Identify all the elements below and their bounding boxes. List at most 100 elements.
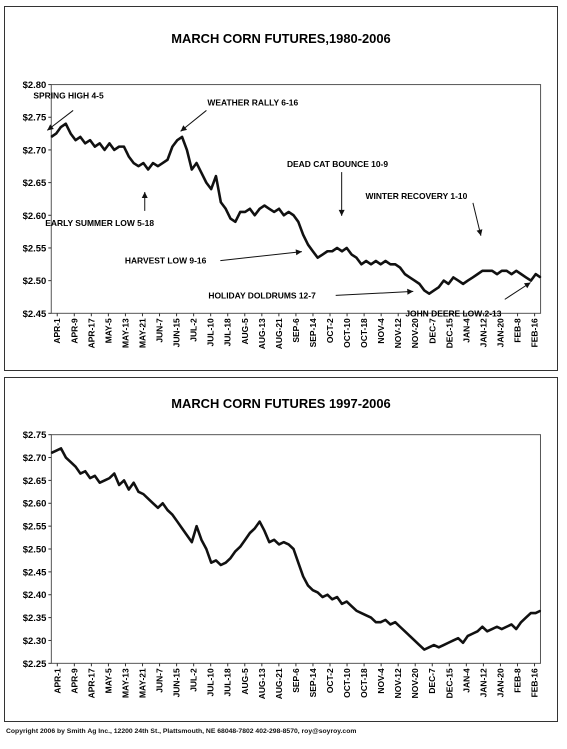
data-point (336, 596, 338, 598)
data-point (186, 534, 188, 536)
data-point (123, 146, 125, 148)
data-point (229, 557, 232, 559)
annotation-arrow (220, 251, 302, 262)
y-tick-label: $2.80 (23, 80, 47, 91)
data-point (467, 280, 469, 282)
data-point (176, 520, 178, 523)
data-point (283, 214, 285, 216)
data-point (133, 482, 135, 484)
data-point (457, 637, 459, 639)
data-point (510, 623, 513, 626)
data-point (399, 266, 401, 269)
y-tick-label: $2.55 (23, 522, 47, 533)
data-point (331, 250, 333, 252)
data-point (409, 276, 411, 278)
annotation-label: WEATHER RALLY 6-16 (207, 97, 298, 107)
data-point (409, 635, 411, 637)
data-point (351, 605, 353, 607)
data-point (302, 234, 304, 236)
x-tick-label: JUL-2 (189, 318, 199, 342)
data-point (375, 260, 377, 262)
data-point (486, 630, 488, 632)
y-tick-label: $2.45 (23, 309, 47, 320)
data-point (302, 575, 304, 578)
x-tick-label: NOV-4 (376, 668, 386, 694)
chart-panel-bottom: MARCH CORN FUTURES 1997-2006 $2.25 $2.30 $2… (4, 377, 558, 722)
data-point (181, 136, 183, 138)
data-point (351, 253, 353, 256)
data-point (137, 491, 140, 493)
y-tick-label: $2.35 (23, 613, 47, 624)
x-tick-label: MAY-5 (103, 318, 113, 343)
data-point (447, 642, 450, 644)
x-tick-label: APR-9 (69, 668, 79, 694)
data-point (147, 498, 149, 500)
data-point (166, 159, 169, 161)
series-line (50, 122, 542, 296)
data-point (200, 172, 203, 174)
chart-title: MARCH CORN FUTURES 1997-2006 (171, 396, 390, 411)
x-tick-label: OCT-10 (342, 668, 352, 698)
data-point (84, 142, 86, 144)
data-point (292, 548, 295, 550)
data-point (104, 479, 106, 481)
data-point (462, 642, 464, 644)
data-point (360, 612, 362, 614)
annotation-label: WINTER RECOVERY 1-10 (366, 191, 468, 201)
x-tick-label: JAN-12 (478, 318, 488, 347)
data-point (515, 270, 517, 272)
data-point (447, 283, 450, 285)
annotation-arrowhead (523, 282, 531, 289)
y-tick-label: $2.70 (23, 145, 47, 156)
x-tick-label: JUN-15 (172, 318, 182, 347)
data-point (196, 162, 198, 164)
data-point (181, 527, 183, 530)
data-point (525, 276, 527, 278)
annotation-arrowhead (476, 229, 483, 236)
annotation-label: SPRING HIGH 4-5 (33, 90, 104, 100)
data-point (220, 201, 222, 203)
data-point (355, 610, 358, 612)
data-point (496, 626, 498, 628)
data-point (84, 470, 86, 472)
data-point (423, 289, 425, 292)
data-point (472, 276, 474, 278)
data-point (462, 283, 464, 285)
data-point (89, 139, 91, 141)
data-point (79, 136, 81, 138)
data-point (55, 450, 57, 452)
x-tick-label: MAY-5 (103, 668, 113, 693)
data-point (394, 263, 396, 265)
data-point (205, 548, 207, 550)
x-tick-label: JUN-15 (172, 668, 182, 697)
data-point (142, 493, 144, 495)
data-point (399, 626, 401, 628)
data-point (79, 472, 81, 475)
y-tick-label: $2.65 (23, 178, 47, 189)
data-point (389, 263, 391, 265)
data-point (166, 509, 169, 511)
x-tick-label: OCT-2 (325, 668, 335, 693)
data-point (123, 479, 125, 481)
x-tick-label: AUG-5 (240, 318, 250, 345)
y-tick-label: $2.30 (23, 636, 47, 647)
data-point (365, 614, 367, 616)
y-tick-label: $2.40 (23, 590, 47, 601)
data-point (520, 621, 522, 623)
data-point (375, 621, 377, 623)
data-point (273, 539, 275, 541)
data-point (99, 142, 101, 144)
copyright-footer: Copyright 2006 by Smith Ag Inc., 12200 2… (6, 728, 357, 735)
x-tick-label: SEP-14 (308, 668, 318, 697)
data-point (50, 136, 52, 138)
data-point (452, 639, 454, 642)
data-point (428, 293, 430, 295)
data-point (118, 484, 120, 486)
x-tick-label: DEC-7 (427, 668, 437, 694)
data-point (312, 250, 314, 252)
data-point (414, 280, 416, 282)
data-point (365, 260, 367, 262)
data-point (157, 507, 159, 509)
x-tick-label: JAN-20 (495, 318, 505, 347)
data-point (244, 211, 246, 213)
